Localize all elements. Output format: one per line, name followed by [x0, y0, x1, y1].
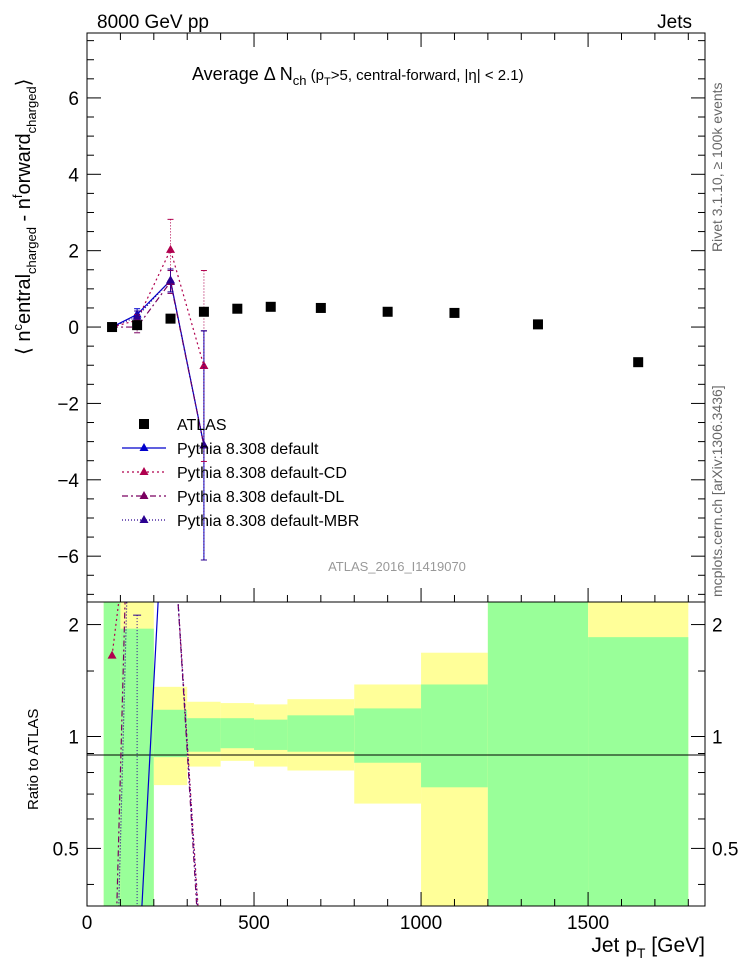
main-y-axis-label: ⟨ ncentralcharged - nforwardcharged⟩	[10, 79, 39, 355]
x-tick-label: 1000	[400, 913, 442, 934]
analysis-id: ATLAS_2016_I1419070	[328, 559, 466, 574]
atlas-point	[165, 313, 176, 324]
series-point	[199, 360, 209, 369]
legend: ATLAS Pythia 8.308 default Pythia 8.308 de…	[122, 417, 359, 530]
main-y-tick-label: −4	[57, 471, 79, 492]
legend-label: Pythia 8.308 default-MBR	[177, 513, 359, 530]
chart-title: Average Δ Nch (pT>5, central-forward, |η…	[192, 64, 524, 88]
atlas-point	[532, 319, 543, 330]
ratio-y-tick-label: 1	[68, 727, 79, 748]
ratio-bands	[103, 602, 689, 906]
ratio-y-tick-label: 0.5	[712, 839, 738, 860]
rivet-label: Rivet 3.1.10, ≥ 100k events	[709, 82, 725, 252]
ratio-band-green	[120, 628, 154, 906]
ratio-y-ticks: 0.5 0.5 1 1 2 2	[53, 616, 738, 885]
atlas-point	[633, 357, 644, 368]
main-frame	[86, 32, 706, 603]
legend-label: Pythia 8.308 default	[177, 441, 319, 458]
ratio-series	[107, 602, 199, 906]
ratio-band-green	[588, 637, 689, 906]
main-y-tick-label: −2	[57, 394, 79, 415]
x-tick-label: 1500	[567, 913, 609, 934]
ratio-band-green	[287, 715, 355, 752]
atlas-point	[449, 307, 460, 318]
legend-marker-atlas	[139, 419, 149, 429]
ratio-band-green	[187, 718, 221, 752]
ratio-line	[141, 602, 159, 906]
ratio-y-tick-label: 1	[712, 727, 723, 748]
series-point	[166, 275, 176, 284]
ratio-band-green	[487, 602, 589, 906]
header-right: Jets	[657, 12, 692, 33]
atlas-point	[198, 306, 209, 317]
atlas-point	[265, 301, 276, 312]
ratio-marker	[107, 650, 117, 659]
main-y-tick-label: 4	[68, 165, 79, 186]
ratio-band-green	[103, 602, 121, 906]
atlas-point	[382, 306, 393, 317]
atlas-points	[107, 301, 644, 368]
ratio-y-tick-label: 2	[712, 616, 723, 637]
x-tick-label: 500	[238, 913, 270, 934]
legend-label: Pythia 8.308 default-DL	[177, 489, 344, 506]
legend-marker	[139, 467, 149, 475]
ratio-band-green	[354, 708, 422, 763]
legend-marker	[139, 443, 149, 451]
series-point	[199, 440, 209, 449]
series-line	[111, 248, 205, 367]
ratio-y-tick-label: 0.5	[53, 839, 79, 860]
ratio-band-green	[421, 684, 488, 788]
series-line	[112, 280, 205, 446]
atlas-point	[107, 322, 118, 333]
series-line	[111, 279, 205, 446]
x-axis-ticks: 0 500 1000 1500	[82, 33, 689, 934]
mcplots-label: mcplots.cern.ch [arXiv:1306.3436]	[709, 385, 725, 597]
ratio-band-green	[254, 719, 288, 750]
ratio-y-tick-label: 2	[68, 616, 79, 637]
main-y-tick-label: −6	[57, 547, 79, 568]
legend-marker	[139, 491, 149, 499]
atlas-point	[232, 303, 243, 314]
main-y-tick-label: 0	[68, 318, 79, 339]
atlas-point	[132, 320, 143, 331]
header-left: 8000 GeV pp	[97, 12, 209, 33]
legend-label: Pythia 8.308 default-CD	[177, 465, 347, 482]
ratio-band-green	[153, 709, 188, 758]
x-tick-label: 0	[82, 913, 93, 934]
series-point	[132, 311, 142, 320]
atlas-point	[315, 302, 326, 313]
x-axis-label: Jet pT [GeV]	[591, 934, 705, 961]
ratio-y-axis-label: Ratio to ATLAS	[25, 709, 42, 810]
legend-marker	[139, 515, 149, 523]
series-point	[166, 244, 176, 253]
ratio-band-green	[220, 718, 255, 749]
legend-label-atlas: ATLAS	[177, 417, 227, 434]
main-y-tick-label: 2	[68, 242, 79, 263]
main-series	[107, 218, 209, 561]
main-y-tick-label: 6	[68, 89, 79, 110]
main-y-ticks: −6 −4 −2 0 2 4 6	[57, 40, 705, 595]
